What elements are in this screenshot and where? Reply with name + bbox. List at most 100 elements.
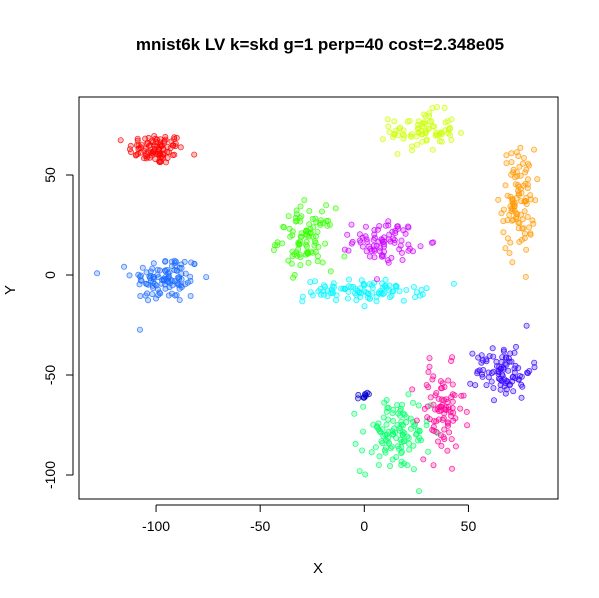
scatter-point-cluster-9	[508, 358, 515, 365]
scatter-point-cluster-3	[508, 208, 515, 215]
scatter-point-cluster-6	[348, 221, 355, 228]
scatter-point-cluster-6	[356, 231, 363, 238]
scatter-point-cluster-8	[426, 355, 433, 362]
scatter-point-cluster-8	[434, 438, 441, 445]
scatter-point-cluster-7	[356, 468, 363, 475]
scatter-point-cluster-3	[534, 176, 541, 183]
scatter-point-cluster-1	[176, 296, 183, 303]
scatter-point-cluster-7	[399, 431, 406, 438]
scatter-point-cluster-4	[297, 203, 304, 210]
scatter-point-cluster-5	[382, 276, 389, 283]
scatter-point-cluster-5	[332, 297, 339, 304]
scatter-point-cluster-9	[500, 346, 507, 353]
scatter-point-cluster-9	[526, 367, 533, 374]
scatter-point-cluster-8	[457, 405, 464, 412]
scatter-point-cluster-0	[191, 151, 198, 158]
scatter-point-cluster-8	[452, 443, 459, 450]
y-tick-label: -100	[42, 461, 58, 489]
scatter-point-cluster-7	[399, 401, 406, 408]
scatter-point-cluster-5	[309, 292, 316, 299]
scatter-point-cluster-1	[145, 297, 152, 304]
scatter-point-cluster-5	[311, 278, 318, 285]
scatter-point-cluster-5	[361, 282, 368, 289]
scatter-point-cluster-1	[152, 295, 159, 302]
scatter-point-cluster-0	[162, 133, 169, 140]
scatter-point-cluster-6	[385, 218, 392, 225]
scatter-point-cluster-4	[306, 221, 313, 228]
scatter-point-cluster-3	[510, 166, 517, 173]
scatter-point-cluster-2	[444, 118, 451, 125]
scatter-point-cluster-8	[409, 386, 416, 393]
scatter-point-cluster-3	[531, 146, 538, 153]
scatter-point-cluster-4	[319, 259, 326, 266]
x-axis: -100 -50 0 50	[142, 504, 476, 534]
scatter-point-cluster-3	[530, 220, 537, 227]
scatter-point-cluster-8	[430, 462, 437, 469]
scatter-point-cluster-7	[379, 439, 386, 446]
scatter-point-cluster-7	[384, 438, 391, 445]
scatter-point-cluster-7	[400, 410, 407, 417]
scatter-point-cluster-0	[138, 141, 145, 148]
scatter-point-cluster-9	[467, 380, 474, 387]
scatter-point-cluster-6	[362, 233, 369, 240]
scatter-point-cluster-4	[298, 230, 305, 237]
scatter-point-cluster-9	[500, 348, 507, 355]
scatter-point-cluster-9	[476, 367, 483, 374]
scatter-point-cluster-7	[360, 428, 367, 435]
scatter-point-cluster-4	[298, 213, 305, 220]
scatter-point-cluster-1	[149, 291, 156, 298]
scatter-point-cluster-6	[363, 248, 370, 255]
scatter-point-cluster-2	[428, 118, 435, 125]
scatter-point-cluster-1	[158, 276, 165, 283]
scatter-point-cluster-2	[426, 110, 433, 117]
scatter-point-cluster-2	[408, 133, 415, 140]
scatter-point-cluster-9	[513, 343, 520, 350]
scatter-point-cluster-8	[420, 456, 427, 463]
scatter-point-cluster-7	[360, 403, 367, 410]
scatter-point-cluster-7	[383, 421, 390, 428]
scatter-point-cluster-6	[378, 236, 385, 243]
scatter-point-cluster-2	[394, 150, 401, 157]
scatter-point-cluster-4	[327, 268, 334, 275]
scatter-point-cluster-1	[149, 284, 156, 291]
scatter-point-cluster-4	[326, 221, 333, 228]
scatter-point-cluster-9	[511, 349, 518, 356]
scatter-point-cluster-5	[410, 283, 417, 290]
scatter-point-cluster-2	[384, 116, 391, 123]
scatter-point-cluster-3	[500, 218, 507, 225]
scatter-point-cluster-5	[330, 284, 337, 291]
scatter-point-cluster-2	[423, 137, 430, 144]
scatter-point-cluster-2	[414, 125, 421, 132]
scatter-point-cluster-7	[359, 447, 366, 454]
scatter-point-cluster-1	[203, 274, 210, 281]
scatter-point-cluster-6	[371, 254, 378, 261]
scatter-point-cluster-0	[150, 150, 157, 157]
scatter-point-cluster-3	[514, 181, 521, 188]
scatter-point-cluster-7	[398, 418, 405, 425]
scatter-point-cluster-1	[166, 284, 173, 291]
scatter-point-cluster-3	[532, 197, 539, 204]
scatter-point-cluster-6	[385, 259, 392, 266]
scatter-point-cluster-9	[490, 384, 497, 391]
scatter-point-cluster-4	[341, 253, 348, 260]
scatter-point-cluster-8	[448, 465, 455, 472]
scatter-point-cluster-5	[350, 283, 357, 290]
scatter-point-cluster-0	[162, 159, 169, 166]
scatter-point-cluster-3	[521, 230, 528, 237]
scatter-point-cluster-4	[289, 248, 296, 255]
scatter-point-cluster-2	[438, 138, 445, 145]
scatter-point-cluster-8	[430, 373, 437, 380]
scatter-point-cluster-1	[149, 274, 156, 281]
scatter-point-cluster-6	[366, 253, 373, 260]
scatter-point-cluster-3	[504, 192, 511, 199]
scatter-point-cluster-3	[527, 230, 534, 237]
scatter-point-cluster-9	[497, 386, 504, 393]
scatter-point-cluster-7	[376, 453, 383, 460]
scatter-point-cluster-5	[386, 294, 393, 301]
scatter-point-cluster-9	[518, 381, 525, 388]
scatter-point-cluster-5	[324, 293, 331, 300]
scatter-point-cluster-5	[299, 298, 306, 305]
scatter-point-cluster-9	[485, 369, 492, 376]
scatter-point-cluster-8	[426, 363, 433, 370]
scatter-point-cluster-7	[376, 428, 383, 435]
